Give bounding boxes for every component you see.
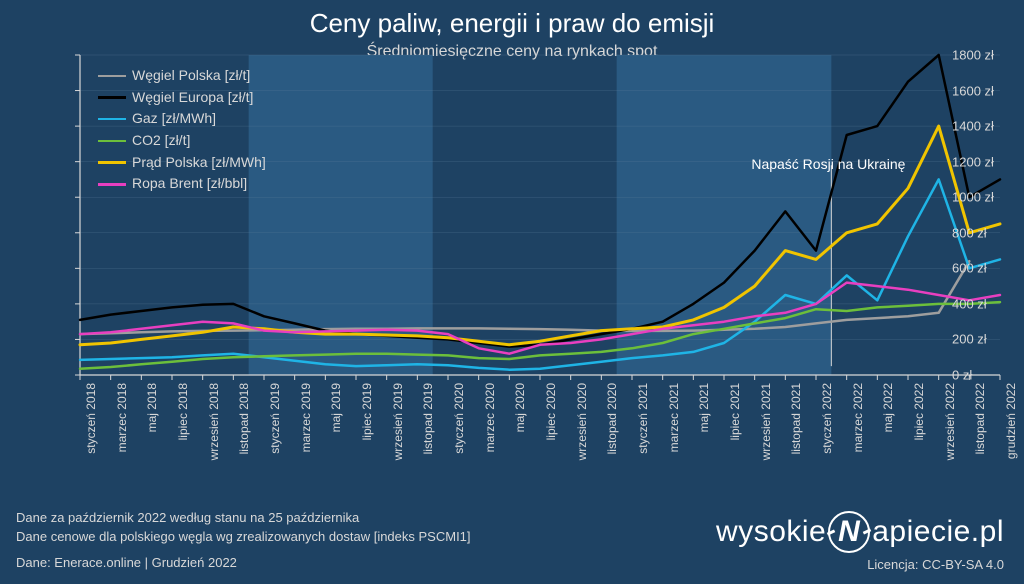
xtick-label: marzec 2022 xyxy=(851,383,865,452)
ytick-label: 800 zł xyxy=(952,225,1024,240)
xtick-label: lipiec 2019 xyxy=(360,383,374,440)
footer-line-1: Dane za październik 2022 według stanu na… xyxy=(16,508,471,528)
xtick-label: wrzesień 2021 xyxy=(759,383,773,460)
ytick-label: 400 zł xyxy=(952,296,1024,311)
xtick-label: marzec 2018 xyxy=(115,383,129,452)
xtick-label: marzec 2019 xyxy=(299,383,313,452)
xtick-label: lipiec 2022 xyxy=(912,383,926,440)
xtick-label: listopad 2021 xyxy=(789,383,803,454)
legend-item: Gaz [zł/MWh] xyxy=(98,108,266,130)
legend-item: Węgiel Europa [zł/t] xyxy=(98,87,266,109)
ytick-label: 1000 zł xyxy=(952,190,1024,205)
xtick-label: maj 2021 xyxy=(697,383,711,432)
xtick-label: styczeń 2022 xyxy=(820,383,834,454)
xtick-label: styczeń 2019 xyxy=(268,383,282,454)
legend-swatch xyxy=(98,161,126,164)
xtick-label: maj 2020 xyxy=(513,383,527,432)
xtick-label: wrzesień 2022 xyxy=(943,383,957,460)
legend-label: Węgiel Polska [zł/t] xyxy=(132,65,250,87)
xtick-label: lipiec 2020 xyxy=(544,383,558,440)
footer-notes: Dane za październik 2022 według stanu na… xyxy=(16,508,471,573)
ytick-label: 0 zł xyxy=(952,368,1024,383)
ytick-label: 600 zł xyxy=(952,261,1024,276)
logo-pre: wysokie xyxy=(716,515,826,549)
ytick-label: 200 zł xyxy=(952,332,1024,347)
xtick-label: wrzesień 2018 xyxy=(207,383,221,460)
legend-item: Ropa Brent [zł/bbl] xyxy=(98,173,266,195)
legend-label: Ropa Brent [zł/bbl] xyxy=(132,173,247,195)
xtick-label: styczeń 2020 xyxy=(452,383,466,454)
xtick-label: listopad 2018 xyxy=(237,383,251,454)
site-logo: wysokie N apiecie.pl xyxy=(716,511,1004,553)
legend-swatch xyxy=(98,118,126,121)
xtick-label: styczeń 2021 xyxy=(636,383,650,454)
xtick-label: listopad 2020 xyxy=(605,383,619,454)
xtick-label: wrzesień 2020 xyxy=(575,383,589,460)
logo-post: apiecie.pl xyxy=(872,515,1004,549)
legend-label: CO2 [zł/t] xyxy=(132,130,190,152)
footer-line-3: Dane: Enerace.online | Grudzień 2022 xyxy=(16,553,471,573)
ytick-label: 1600 zł xyxy=(952,83,1024,98)
legend-item: Węgiel Polska [zł/t] xyxy=(98,65,266,87)
annotation-label: Napaść Rosji na Ukrainę xyxy=(751,156,905,172)
legend-label: Gaz [zł/MWh] xyxy=(132,108,216,130)
xtick-label: wrzesień 2019 xyxy=(391,383,405,460)
xtick-label: maj 2018 xyxy=(145,383,159,432)
legend: Węgiel Polska [zł/t]Węgiel Europa [zł/t]… xyxy=(98,65,266,195)
ytick-label: 1800 zł xyxy=(952,48,1024,63)
legend-swatch xyxy=(98,75,126,78)
legend-swatch xyxy=(98,140,126,143)
xtick-label: lipiec 2021 xyxy=(728,383,742,440)
legend-swatch xyxy=(98,183,126,186)
logo-block: wysokie N apiecie.pl Licencja: CC-BY-SA … xyxy=(716,511,1004,572)
ytick-label: 1200 zł xyxy=(952,154,1024,169)
xtick-label: maj 2019 xyxy=(329,383,343,432)
xtick-label: grudzień 2022 xyxy=(1004,383,1018,459)
xtick-label: lipiec 2018 xyxy=(176,383,190,440)
legend-item: CO2 [zł/t] xyxy=(98,130,266,152)
xtick-label: marzec 2021 xyxy=(667,383,681,452)
legend-item: Prąd Polska [zł/MWh] xyxy=(98,152,266,174)
xtick-label: listopad 2019 xyxy=(421,383,435,454)
xtick-label: maj 2022 xyxy=(881,383,895,432)
legend-label: Prąd Polska [zł/MWh] xyxy=(132,152,266,174)
legend-label: Węgiel Europa [zł/t] xyxy=(132,87,253,109)
footer-line-2: Dane cenowe dla polskiego węgla wg zreal… xyxy=(16,527,471,547)
xtick-label: styczeń 2018 xyxy=(84,383,98,454)
xtick-label: marzec 2020 xyxy=(483,383,497,452)
license-text: Licencja: CC-BY-SA 4.0 xyxy=(716,557,1004,572)
ytick-label: 1400 zł xyxy=(952,119,1024,134)
xtick-label: listopad 2022 xyxy=(973,383,987,454)
logo-n-icon: N xyxy=(828,511,870,553)
legend-swatch xyxy=(98,96,126,99)
